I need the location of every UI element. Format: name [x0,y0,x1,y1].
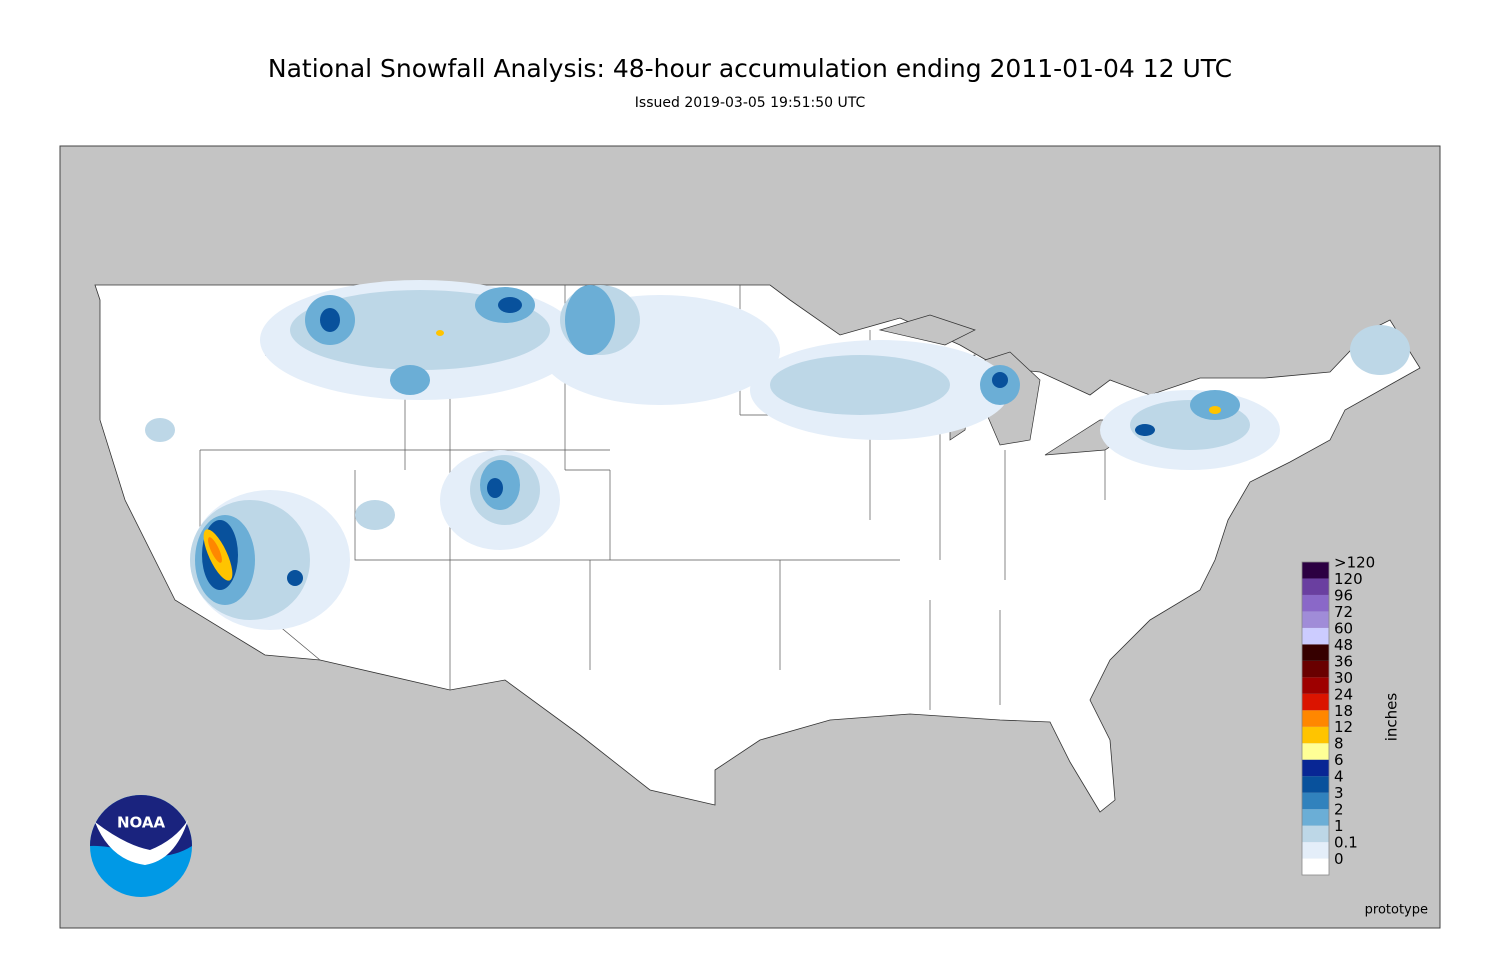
legend-label: 1 [1334,817,1344,835]
map [59,145,1441,929]
legend-swatch [1302,562,1329,579]
legend-swatch [1302,644,1329,661]
subtitle: Issued 2019-03-05 19:51:50 UTC [635,95,866,111]
legend-swatch [1302,776,1329,793]
legend-label: 72 [1334,603,1353,621]
legend-swatch [1302,743,1329,760]
legend-label: 120 [1334,570,1363,588]
snowfall [145,280,1410,630]
legend-label: 0 [1334,850,1344,868]
noaa-logo: NOAA [90,795,192,897]
legend-swatch [1302,578,1329,595]
legend-label: 48 [1334,636,1353,654]
legend-swatch [1302,792,1329,810]
legend-label: 12 [1334,718,1353,736]
legend-label: 36 [1334,652,1353,670]
legend-swatch [1302,594,1329,612]
legend-label: 8 [1334,735,1344,753]
legend-swatch [1302,842,1329,859]
legend-label: 0.1 [1334,834,1358,852]
legend-label: 18 [1334,702,1353,720]
legend-border [1301,561,1330,876]
legend-swatch [1302,759,1329,777]
title: National Snowfall Analysis: 48-hour accu… [268,54,1232,83]
legend-swatch [1302,660,1329,678]
footer-note: prototype [1365,903,1428,918]
legend-label: 24 [1334,685,1353,703]
legend-swatch [1302,809,1329,826]
legend-label: 6 [1334,751,1344,769]
legend-label: >120 [1334,554,1375,572]
legend-label: 96 [1334,586,1353,604]
legend-swatch [1302,677,1329,694]
legend-unit: inches [1383,693,1401,742]
legend-label: 4 [1334,768,1344,786]
legend-swatch [1302,710,1329,727]
legend-swatch [1302,693,1329,711]
legend-label: 30 [1334,669,1353,687]
legend-swatch [1302,858,1329,875]
legend-swatch [1302,726,1329,744]
legend-label: 60 [1334,619,1353,637]
legend-label: 2 [1334,801,1344,819]
legend-swatch [1302,627,1329,645]
legend-label: 3 [1334,784,1344,802]
legend-swatch [1302,825,1329,843]
logo-text: NOAA [117,814,166,832]
legend-swatch [1302,611,1329,628]
